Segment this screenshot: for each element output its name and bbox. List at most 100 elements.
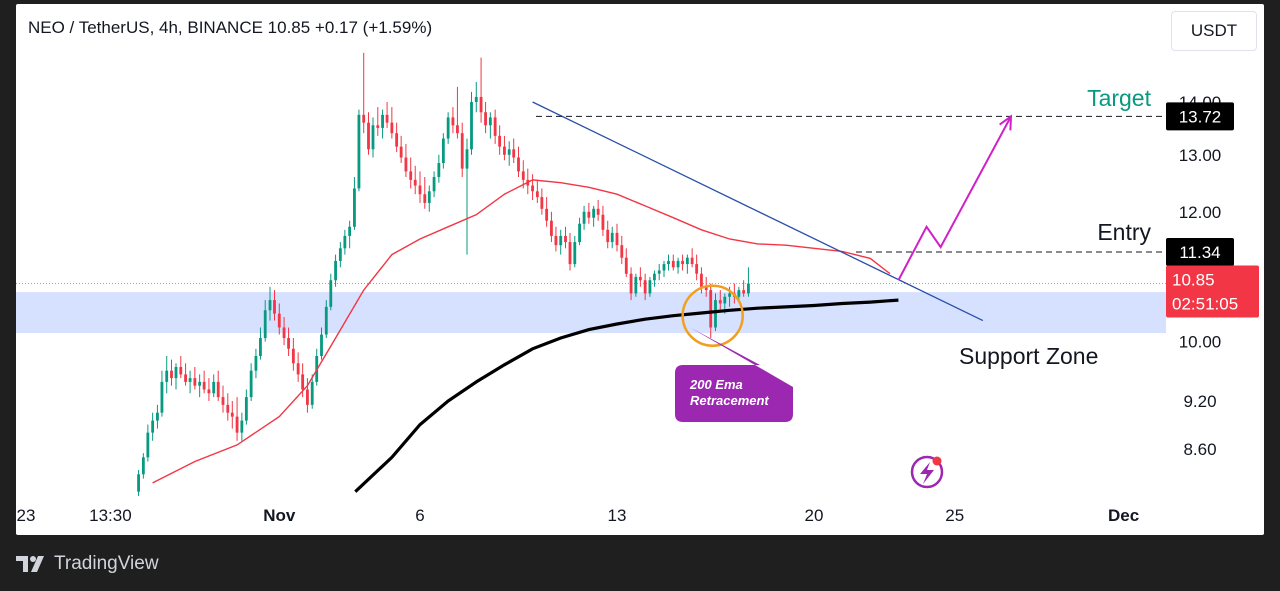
- candle-body: [399, 146, 403, 158]
- x-tick-label: Nov: [263, 506, 296, 525]
- ema-fast-line: [152, 179, 891, 484]
- candle-body: [165, 370, 169, 382]
- candle-body: [456, 125, 459, 134]
- ema-retracement-callout[interactable]: 200 Ema Retracement: [675, 327, 793, 422]
- candle-body: [353, 188, 356, 227]
- candle-body: [573, 242, 577, 265]
- callout-line2: Retracement: [690, 393, 769, 408]
- candle-body: [277, 313, 281, 328]
- candle-body: [141, 457, 145, 475]
- tradingview-logo-icon: [16, 556, 44, 572]
- candle-body: [517, 157, 520, 172]
- candle-body: [160, 381, 164, 413]
- candle-body: [306, 389, 309, 405]
- x-tick-label: Dec: [1108, 506, 1139, 525]
- candle-body: [324, 306, 328, 335]
- candle-body: [535, 191, 539, 198]
- candle-body: [240, 420, 244, 433]
- price-badges: 13.72 11.34 10.85 02:51:05: [1166, 102, 1259, 318]
- candle-body: [587, 211, 591, 218]
- candle-body: [545, 208, 549, 221]
- candle-body: [521, 171, 525, 180]
- candle-body: [320, 334, 323, 356]
- candle-body: [592, 208, 596, 218]
- candle-body: [507, 149, 511, 155]
- currency-button[interactable]: USDT: [1171, 11, 1257, 51]
- candle-body: [146, 432, 150, 458]
- callout-bubble: [675, 327, 793, 422]
- last-price-value: 10.85: [1172, 271, 1215, 290]
- support-zone-label: Support Zone: [959, 343, 1098, 369]
- entry-price-value: 11.34: [1179, 243, 1220, 262]
- candle-body: [343, 235, 347, 249]
- candle-body: [409, 171, 413, 180]
- candle-body: [531, 185, 534, 192]
- candle-body: [263, 310, 267, 339]
- candle-body: [568, 242, 572, 265]
- candle-body: [498, 135, 502, 147]
- candle-body: [418, 185, 422, 195]
- candle-body: [624, 257, 628, 274]
- candle-body: [451, 117, 455, 126]
- candle-body: [437, 163, 441, 178]
- projection-path-arrow[interactable]: [897, 115, 1012, 281]
- target-price-badge: [1166, 102, 1234, 131]
- lightning-icon[interactable]: [910, 455, 944, 489]
- candle-body: [310, 381, 314, 405]
- candle-body: [423, 194, 427, 203]
- candle-body: [259, 338, 262, 356]
- ema-retracement-circle[interactable]: [681, 284, 744, 347]
- support-zone-band: [16, 292, 1166, 334]
- candle-body: [648, 280, 652, 294]
- candle-body: [718, 300, 722, 304]
- candle-body: [747, 283, 750, 294]
- candle-body: [193, 378, 197, 386]
- candle-body: [582, 211, 586, 224]
- candle-body: [156, 412, 159, 421]
- price-chart[interactable]: 200 Ema Retracement Target Entry Support…: [16, 4, 1264, 535]
- candle-body: [151, 420, 155, 433]
- ema-200-line: [354, 298, 899, 493]
- candle-body: [371, 125, 375, 150]
- target-price-value: 13.72: [1179, 107, 1222, 126]
- candle-body: [179, 366, 183, 375]
- candle-body: [479, 96, 483, 113]
- candle-body: [723, 296, 727, 304]
- candle-body: [596, 208, 600, 215]
- candle-body: [676, 260, 680, 268]
- candle-body: [714, 300, 717, 328]
- candle-body: [474, 96, 478, 102]
- candle-body: [395, 133, 399, 147]
- candle-body: [188, 378, 192, 382]
- candle-body: [470, 102, 473, 150]
- candle-body: [540, 197, 544, 209]
- candle-body: [615, 232, 619, 246]
- candle-body: [212, 381, 216, 394]
- symbol-header: NEO / TetherUS, 4h, BINANCE 10.85 +0.17 …: [28, 18, 433, 37]
- candle-body: [357, 114, 361, 189]
- brand-name: TradingView: [54, 553, 159, 574]
- candle-body: [381, 114, 384, 128]
- candle-body: [643, 280, 647, 294]
- candle-body: [700, 273, 703, 287]
- candle-body: [709, 290, 713, 328]
- entry-label: Entry: [1097, 219, 1151, 245]
- candle-body: [512, 149, 516, 158]
- candle-body: [427, 191, 431, 203]
- chart-panel[interactable]: 200 Ema Retracement Target Entry Support…: [16, 4, 1264, 535]
- candle-body: [273, 300, 276, 314]
- candle-body: [657, 270, 661, 274]
- candle-body: [282, 327, 286, 339]
- candle-body: [554, 235, 558, 246]
- x-axis[interactable]: 23 13:30 Nov 6 13 20 25 Dec: [17, 506, 1140, 525]
- candle-body: [287, 338, 290, 349]
- target-label: Target: [1087, 85, 1152, 111]
- candle-body: [338, 248, 342, 261]
- y-tick-label: 9.20: [1183, 392, 1216, 411]
- candle-body: [601, 214, 605, 230]
- x-tick-label: 23: [17, 506, 36, 525]
- candle-body: [737, 290, 741, 297]
- candle-body: [235, 416, 239, 433]
- descending-trendline[interactable]: [532, 101, 984, 322]
- last-price-badge: [1166, 265, 1259, 318]
